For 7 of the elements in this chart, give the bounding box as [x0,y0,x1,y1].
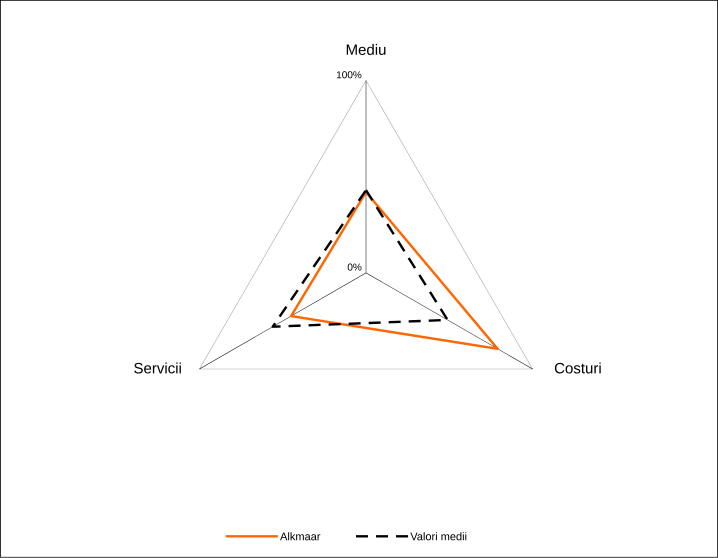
y-tick-label: 0% [348,264,362,271]
legend-label: Valori medii [410,532,466,540]
spoke-label: Servicii [134,362,181,374]
legend-label: Alkmaar [280,532,320,540]
y-tick-label: 100% [336,71,362,78]
spoke-label: Mediu [346,44,386,56]
spoke-label: Costuri [554,362,601,374]
